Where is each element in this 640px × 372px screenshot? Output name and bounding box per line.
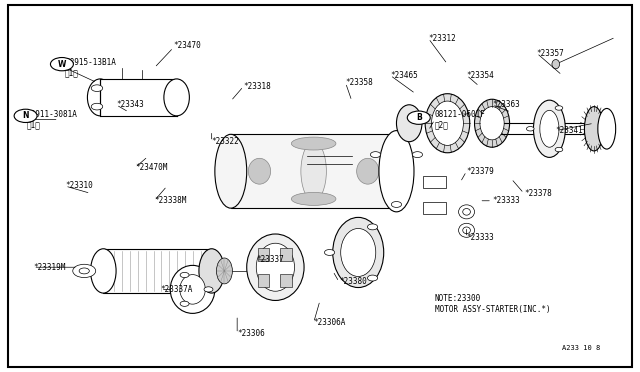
Text: *23378: *23378 [524, 189, 552, 198]
Ellipse shape [91, 249, 116, 293]
Text: *23465: *23465 [390, 71, 418, 80]
Text: *23380: *23380 [339, 278, 367, 286]
Ellipse shape [92, 85, 102, 92]
Ellipse shape [291, 137, 336, 150]
Text: *23363: *23363 [492, 100, 520, 109]
Circle shape [412, 152, 422, 158]
Ellipse shape [474, 99, 509, 147]
Bar [423, 202, 446, 214]
Ellipse shape [480, 107, 504, 140]
Ellipse shape [425, 94, 470, 153]
Ellipse shape [246, 234, 304, 301]
Text: *23333: *23333 [492, 196, 520, 205]
Circle shape [180, 272, 189, 278]
Text: *23310: *23310 [65, 182, 93, 190]
Circle shape [392, 202, 401, 208]
Circle shape [51, 58, 74, 71]
Text: 08911-3081A
（1）: 08911-3081A （1） [27, 110, 77, 129]
Ellipse shape [248, 158, 271, 184]
Circle shape [555, 147, 563, 152]
Ellipse shape [459, 223, 474, 237]
Text: *23357: *23357 [537, 49, 564, 58]
Ellipse shape [164, 79, 189, 116]
Text: *23319M: *23319M [33, 263, 66, 272]
Ellipse shape [584, 107, 604, 151]
Ellipse shape [396, 105, 422, 142]
Ellipse shape [301, 142, 326, 201]
Bar [423, 176, 446, 188]
Circle shape [180, 301, 189, 307]
Text: *23318: *23318 [244, 82, 271, 91]
Circle shape [367, 275, 378, 281]
Bar [258, 274, 269, 287]
Bar [103, 249, 212, 293]
Bar [100, 79, 177, 116]
Text: *23341: *23341 [556, 126, 584, 135]
Ellipse shape [291, 192, 336, 205]
Ellipse shape [552, 60, 559, 69]
Bar [280, 247, 292, 261]
Text: *23379: *23379 [467, 167, 494, 176]
Circle shape [555, 106, 563, 110]
Ellipse shape [256, 243, 294, 291]
Text: *23306A: *23306A [314, 318, 346, 327]
Text: *23306: *23306 [237, 329, 265, 338]
Ellipse shape [215, 134, 246, 208]
Text: B: B [416, 113, 422, 122]
Bar [258, 247, 269, 261]
Text: *23470: *23470 [173, 41, 201, 50]
Ellipse shape [463, 209, 470, 215]
Text: *23343: *23343 [116, 100, 144, 109]
Text: *23337: *23337 [256, 255, 284, 264]
Text: 08915-13B1A
（1）: 08915-13B1A （1） [65, 58, 116, 77]
Text: *23322: *23322 [212, 137, 239, 146]
Bar [280, 274, 292, 287]
Text: NOTE:23300
MOTOR ASSY-STARTER(INC.*): NOTE:23300 MOTOR ASSY-STARTER(INC.*) [435, 295, 550, 314]
Ellipse shape [170, 265, 215, 313]
Circle shape [204, 287, 213, 292]
Circle shape [407, 111, 430, 124]
Ellipse shape [340, 228, 376, 276]
Text: N: N [22, 111, 29, 121]
Ellipse shape [92, 103, 102, 110]
Ellipse shape [381, 134, 412, 208]
Circle shape [73, 264, 96, 278]
Circle shape [527, 126, 534, 131]
Ellipse shape [180, 275, 205, 304]
Ellipse shape [431, 101, 463, 145]
Ellipse shape [88, 79, 113, 116]
Ellipse shape [199, 249, 225, 293]
Ellipse shape [463, 227, 470, 234]
Ellipse shape [540, 110, 559, 147]
Ellipse shape [598, 109, 616, 149]
Ellipse shape [459, 205, 474, 219]
Ellipse shape [534, 100, 565, 157]
Circle shape [371, 152, 381, 158]
Ellipse shape [216, 258, 232, 284]
Circle shape [14, 109, 37, 122]
Ellipse shape [356, 158, 379, 184]
Text: *23354: *23354 [467, 71, 494, 80]
Text: *23337A: *23337A [161, 285, 193, 294]
Circle shape [324, 250, 335, 256]
Text: *23358: *23358 [346, 78, 373, 87]
Text: W: W [58, 60, 66, 69]
Bar [231, 134, 396, 208]
Ellipse shape [379, 131, 414, 212]
Ellipse shape [333, 217, 384, 288]
Text: *23312: *23312 [428, 34, 456, 43]
Text: A233 10 8: A233 10 8 [562, 346, 600, 352]
Text: *23338M: *23338M [154, 196, 187, 205]
Circle shape [79, 268, 90, 274]
Text: *23333: *23333 [467, 233, 494, 242]
Circle shape [367, 224, 378, 230]
Text: 08121-0601F
（2）: 08121-0601F （2） [435, 110, 486, 129]
Text: *23470M: *23470M [135, 163, 168, 172]
